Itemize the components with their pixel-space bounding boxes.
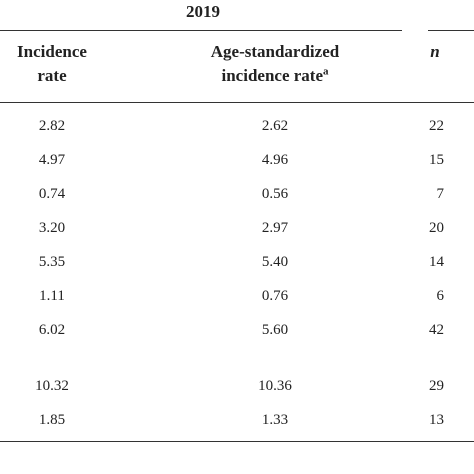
cell-incidence-rate: 4.97 [38,152,66,168]
cell-n: 15 [429,152,444,168]
cell-n: 22 [429,118,444,134]
table-row: 10.32 10.36 29 [0,374,474,398]
table-row: 1.85 1.33 13 [0,408,474,432]
cell-incidence-rate: 2.82 [38,118,66,134]
cell-n: 29 [429,378,444,394]
cell-n: 20 [429,220,444,236]
cell-incidence-rate: 3.20 [38,220,66,236]
cell-incidence-rate: 10.32 [35,378,69,394]
cell-age-standardized-rate: 4.96 [261,152,289,168]
table-row: 1.11 0.76 6 [0,284,474,308]
cell-incidence-rate: 1.85 [38,412,66,428]
cell-n: 42 [429,322,444,338]
footnote-marker: a [323,65,329,78]
cell-age-standardized-rate: 5.60 [261,322,289,338]
header-n: n [430,42,440,61]
header-incidence-rate: Incidence rate [17,42,87,85]
cell-incidence-rate: 0.74 [38,186,66,202]
cell-age-standardized-rate: 5.40 [261,254,289,270]
cell-incidence-rate: 1.11 [39,288,65,304]
table-row: 2.82 2.62 22 [0,114,474,138]
cell-incidence-rate: 5.35 [38,254,66,270]
table-row: 5.35 5.40 14 [0,250,474,274]
cell-age-standardized-rate: 10.36 [258,378,292,394]
cell-age-standardized-rate: 1.33 [261,412,289,428]
table-row: 3.20 2.97 20 [0,216,474,240]
header-age-standardized-rate: Age-standardized incidence ratea [210,42,340,85]
header-bottom-rule [0,102,474,103]
cell-age-standardized-rate: 0.76 [261,288,289,304]
group-header-rule [0,30,402,31]
cell-age-standardized-rate: 2.62 [261,118,289,134]
cell-incidence-rate: 6.02 [38,322,66,338]
table-bottom-rule [0,441,474,442]
group-header-year: 2019 [186,2,220,21]
cell-age-standardized-rate: 2.97 [261,220,289,236]
table-row: 0.74 0.56 7 [0,182,474,206]
n-header-rule [428,30,474,31]
cell-age-standardized-rate: 0.56 [261,186,289,202]
table-row: 6.02 5.60 42 [0,318,474,342]
cell-n: 14 [429,254,444,270]
table-row: 4.97 4.96 15 [0,148,474,172]
cell-n: 6 [436,288,445,304]
cell-n: 7 [436,186,445,202]
cell-n: 13 [429,412,444,428]
